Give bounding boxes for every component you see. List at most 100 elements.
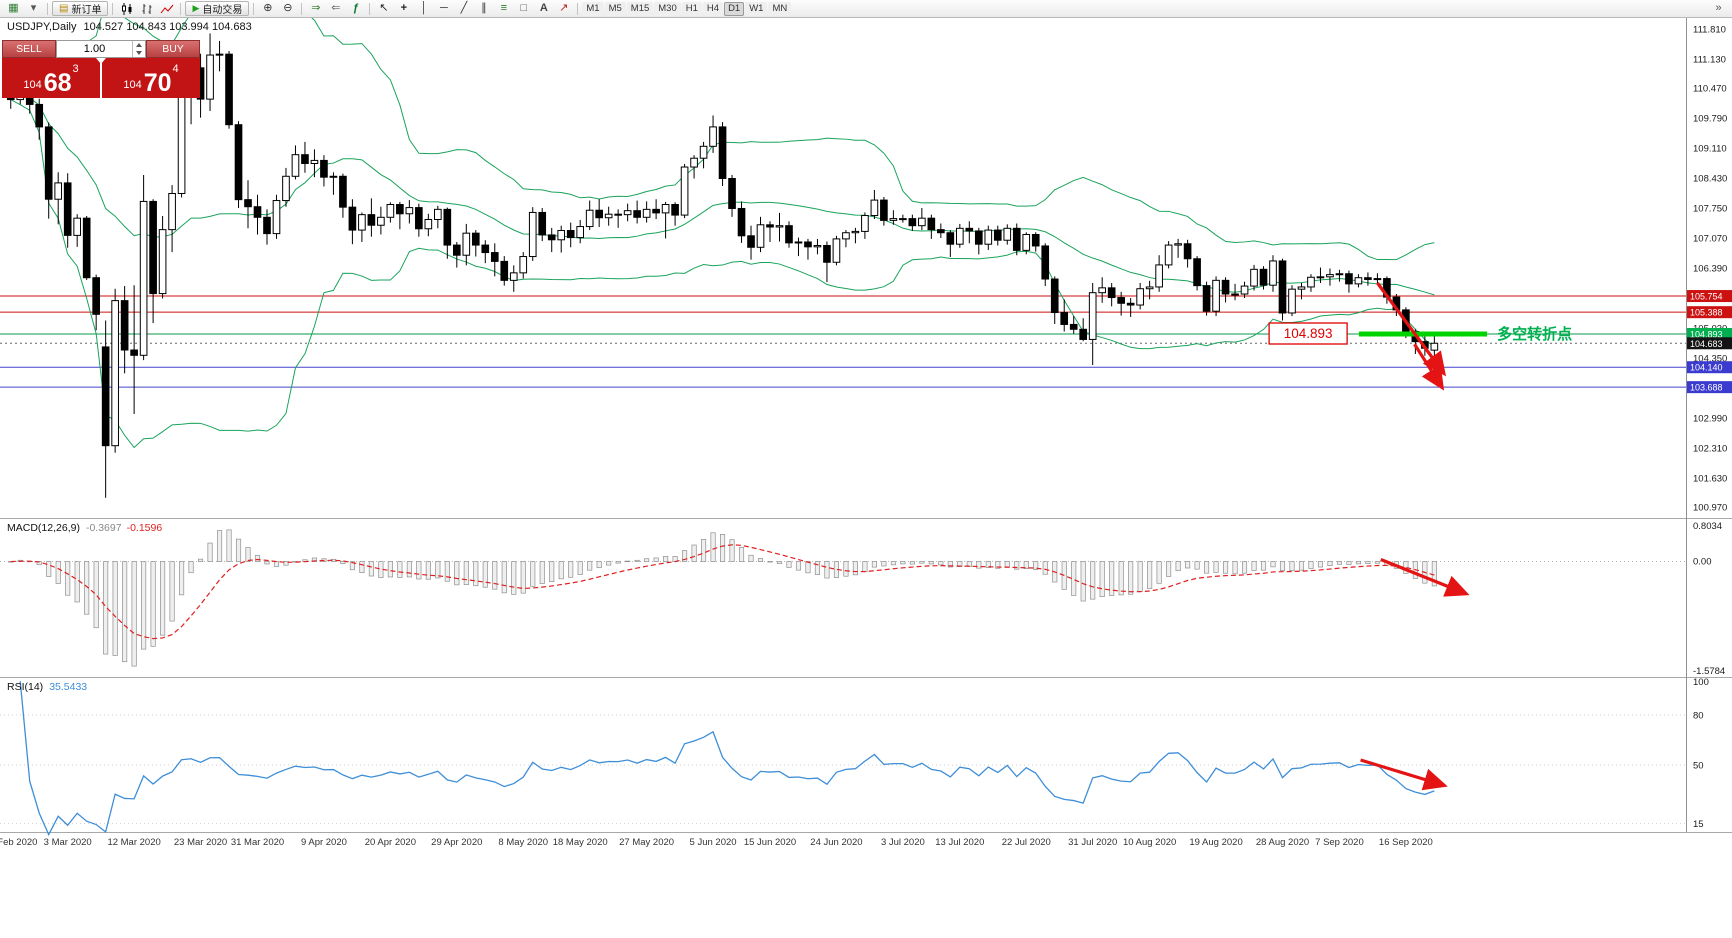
fibonacci-icon[interactable]: ≡ (500, 2, 508, 14)
trend-arrows (1360, 282, 1470, 791)
zoom-in-icon[interactable]: ⊕ (263, 2, 273, 14)
timeframe-button-m1[interactable]: M1 (582, 1, 604, 16)
autotrading-button-label: 自动交易 (202, 5, 243, 16)
macd-main-value: -0.3697 (85, 522, 122, 534)
sell-price-head: 104 (23, 79, 42, 91)
axis-price-label: 105.388 (1690, 308, 1723, 318)
chart-title: USDJPY,Daily 104.527 104.843 103.994 104.… (7, 21, 252, 33)
horizontal-line-icon[interactable]: ─ (439, 2, 448, 14)
date-tick-label: 3 Jul 2020 (881, 837, 925, 848)
price-tick-label: 104.350 (1693, 353, 1727, 364)
date-tick-label: 12 Mar 2020 (107, 837, 160, 848)
buy-price-head: 104 (123, 79, 142, 91)
buy-button[interactable]: BUY (146, 40, 200, 58)
price-flag-text: 104.893 (1284, 326, 1333, 341)
line-chart-icon[interactable] (157, 0, 176, 17)
macd-signal-value: -0.1596 (126, 522, 163, 534)
autotrading-button[interactable]: ▶ 自动交易 (185, 1, 250, 16)
zoom-out-icon[interactable]: ⊖ (283, 2, 293, 14)
price-tick-label: 101.630 (1693, 473, 1727, 484)
toolbar-separator (369, 2, 371, 15)
date-tick-label: 29 Apr 2020 (431, 837, 482, 848)
date-tick-label: 10 Aug 2020 (1123, 837, 1176, 848)
pivot-annotation-text[interactable]: 多空转折点 (1497, 325, 1572, 343)
date-tick-label: 28 Aug 2020 (1256, 837, 1309, 848)
trend-arrow-rsi[interactable] (1360, 758, 1448, 791)
sell-price-pip: 3 (72, 63, 79, 75)
triangle-down-icon (136, 51, 142, 55)
trend-arrow-price[interactable] (1376, 282, 1447, 377)
cursor-icon[interactable]: ↖ (379, 2, 389, 14)
timeframe-button-mn[interactable]: MN (768, 1, 792, 16)
date-tick-label: 8 May 2020 (498, 837, 548, 848)
channel-icon[interactable]: ∥ (481, 2, 487, 14)
date-tick-label: 16 Sep 2020 (1379, 837, 1433, 848)
price-tick-label: 106.390 (1693, 264, 1727, 275)
axis-price-label: 103.688 (1690, 383, 1723, 393)
timeframe-button-m30[interactable]: M30 (654, 1, 681, 16)
candlestick-chart-icon[interactable] (117, 0, 136, 17)
chart-list-dropdown-icon[interactable]: ▾ (30, 2, 37, 14)
spread-notch-icon (96, 58, 106, 64)
date-tick-label: 19 Aug 2020 (1189, 837, 1242, 848)
new-order-button[interactable]: ▤ 新订单 (52, 1, 109, 16)
rsi-name-label: RSI(14) (7, 681, 44, 693)
one-click-trading-panel: SELL 1.00 BUY 104 68 3 104 70 4 (2, 40, 200, 98)
chart-annotations: 104.893 多空转折点 (1268, 322, 1572, 345)
volume-up-button[interactable] (133, 41, 145, 49)
triangle-up-icon (136, 43, 142, 47)
timeframe-button-w1[interactable]: W1 (745, 1, 768, 16)
timeframe-button-d1[interactable]: D1 (724, 1, 745, 16)
date-tick-label: 7 Sep 2020 (1315, 837, 1364, 848)
auto-scroll-icon[interactable]: ⇒ (311, 2, 321, 14)
trendline-icon[interactable]: ╱ (460, 2, 468, 14)
text-icon[interactable]: A (539, 2, 548, 14)
indicators-icon[interactable]: ƒ (352, 2, 359, 14)
volume-input[interactable]: 1.00 (83, 43, 106, 55)
vertical-line-icon[interactable]: │ (420, 2, 428, 14)
date-tick-label: 15 Jun 2020 (744, 837, 796, 848)
new-chart-icon[interactable]: ▦ (8, 2, 19, 14)
toolbar-separator (301, 2, 303, 15)
new-order-button-label: 新订单 (71, 5, 102, 16)
sell-button[interactable]: SELL (2, 40, 56, 58)
volume-field[interactable]: 1.00 (56, 40, 146, 58)
crosshair-icon[interactable]: + (400, 2, 408, 14)
toolbar-separator (112, 2, 114, 15)
order-ticket-icon: ▤ (59, 3, 69, 14)
chart-canvas[interactable]: 104.893 多空转折点 111.810 111.130 110.470 109.790… (0, 18, 1732, 938)
axis-level-labels: 105.754 105.388 104.893 104.140 103.688 104.6… (1687, 290, 1732, 394)
timeframe-button-h1[interactable]: H1 (681, 1, 702, 16)
arrow-marker-icon[interactable]: ↗ (559, 2, 569, 14)
main-toolbar: ▦ ▾ ▤ 新订单 ▶ 自动交易 ⊕ ⊖ ⇒ ⇐ ƒ ↖ + │ ─ ╱ ∥ ≡ □ A ↗ M1 M5 M15 M30 H1 H4… (0, 0, 1732, 18)
play-icon: ▶ (192, 3, 200, 13)
buy-price-box[interactable]: 104 70 4 (102, 58, 200, 98)
sell-price-big: 68 (43, 68, 72, 97)
panel-separators (0, 18, 1732, 833)
date-tick-label: 24 Feb 2020 (0, 837, 37, 848)
date-tick-label: 24 Jun 2020 (810, 837, 862, 848)
toolbar-separator (180, 2, 182, 15)
timeframe-button-m5[interactable]: M5 (604, 1, 626, 16)
volume-down-button[interactable] (133, 49, 145, 57)
buy-price-big: 70 (143, 68, 172, 97)
trend-arrow-price[interactable] (1413, 343, 1445, 391)
buy-price-pip: 4 (172, 63, 179, 75)
bar-chart-icon[interactable] (137, 0, 156, 17)
rsi-line (19, 681, 1435, 837)
macd-indicator-header: MACD(12,26,9) -0.3697 -0.1596 (7, 522, 162, 534)
price-tick-label: 102.990 (1693, 413, 1727, 424)
toolbar-overflow-icon[interactable]: » (1715, 2, 1722, 14)
sell-price-box[interactable]: 104 68 3 (2, 58, 100, 98)
price-tick-label: 100.970 (1693, 502, 1727, 513)
date-tick-label: 18 May 2020 (553, 837, 608, 848)
timeframe-button-h4[interactable]: H4 (702, 1, 724, 16)
trend-arrow-macd[interactable] (1380, 557, 1470, 597)
shapes-icon[interactable]: □ (520, 2, 528, 14)
chart-shift-icon[interactable]: ⇐ (331, 2, 341, 14)
timeframe-button-m15[interactable]: M15 (626, 1, 654, 16)
date-tick-label: 31 Jul 2020 (1068, 837, 1117, 848)
price-tick-label: 107.750 (1693, 204, 1727, 215)
price-flag-box[interactable] (1268, 322, 1348, 345)
